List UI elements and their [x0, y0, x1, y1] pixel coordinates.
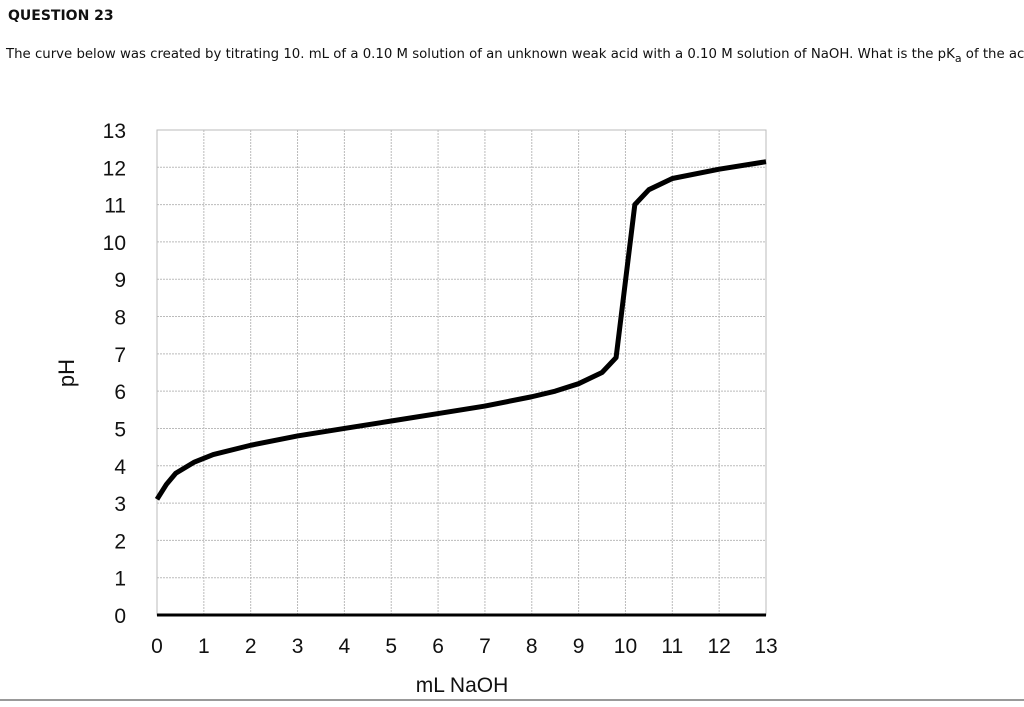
y-tick-label: 1	[114, 568, 126, 591]
x-tick-label: 1	[198, 635, 210, 658]
question-text: The curve below was created by titrating…	[5, 47, 1024, 65]
x-tick-label: 5	[385, 635, 397, 658]
x-tick-label: 3	[292, 635, 304, 658]
x-tick-label: 8	[526, 635, 538, 658]
y-tick-label: 0	[114, 605, 126, 628]
y-tick-label: 11	[104, 195, 126, 218]
y-tick-label: 13	[103, 120, 126, 143]
x-tick-label: 13	[754, 635, 777, 658]
x-tick-label: 12	[707, 635, 730, 658]
y-tick-label: 7	[114, 344, 126, 367]
y-axis-label: pH	[54, 359, 79, 387]
x-tick-label: 9	[573, 635, 585, 658]
question-subscript: a	[955, 52, 962, 65]
y-tick-label: 3	[114, 493, 126, 516]
question-title: QUESTION 23	[8, 8, 114, 24]
y-tick-label: 2	[114, 530, 126, 553]
y-tick-label: 6	[114, 381, 126, 404]
y-tick-label: 4	[114, 456, 126, 479]
question-text-part: The curve below was created by titrating…	[5, 47, 955, 62]
x-tick-label: 6	[432, 635, 444, 658]
titration-curve	[154, 159, 767, 501]
x-tick-label: 10	[614, 635, 637, 658]
x-tick-label: 11	[661, 635, 683, 658]
y-tick-label: 5	[114, 418, 126, 441]
x-tick-label: 4	[339, 635, 351, 658]
x-tick-label: 0	[151, 635, 163, 658]
plot-frame	[156, 129, 767, 616]
y-tick-label: 9	[114, 269, 126, 292]
x-tick-label: 2	[245, 635, 257, 658]
y-tick-label: 8	[114, 307, 126, 330]
y-tick-label: 12	[103, 157, 126, 180]
x-tick-label: 7	[479, 635, 491, 658]
x-axis-label: mL NaOH	[416, 674, 509, 697]
y-tick-label: 10	[103, 232, 126, 255]
question-text-part: of the acid?	[962, 47, 1024, 62]
